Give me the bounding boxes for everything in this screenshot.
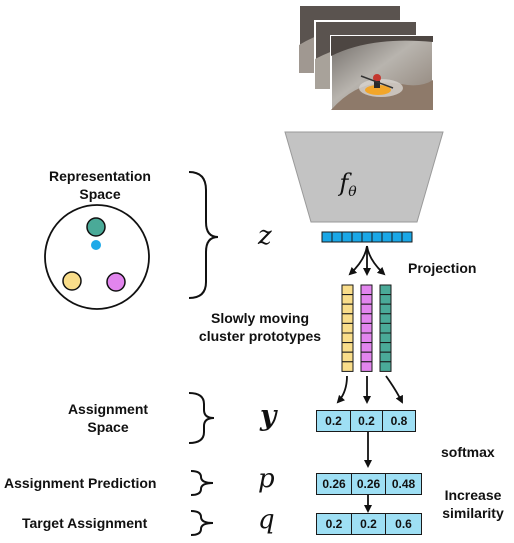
prototype-teal-cell — [379, 351, 392, 363]
target-assignment-label: Target Assignment — [22, 515, 148, 531]
y-symbol: y — [260, 399, 277, 432]
embedding-cell — [401, 231, 413, 243]
softmax-label: softmax — [441, 444, 495, 460]
prototypes-label: Slowly moving cluster prototypes — [187, 309, 333, 345]
p-cell: 0.26 — [317, 474, 352, 494]
rep-teal-dot — [86, 217, 106, 237]
assignment-space-line2: Space — [87, 419, 129, 435]
prototype-purple-cell — [360, 351, 373, 363]
prototype-yellow-cell — [341, 361, 354, 372]
embedding-cell — [371, 231, 383, 243]
representation-space-line2: Space — [79, 186, 121, 202]
braces — [188, 171, 219, 536]
p-cell: 0.48 — [391, 477, 416, 491]
increase-similarity-label: Increase similarity — [433, 486, 513, 522]
representation-space-label: Representation Space — [30, 167, 170, 203]
video-frames-icon — [298, 4, 434, 111]
embedding-cell — [361, 231, 373, 243]
projection-arrows — [348, 245, 386, 276]
y-cell: 0.2 — [317, 411, 351, 431]
assignment-prediction-label: Assignment Prediction — [4, 475, 157, 491]
z-symbol: z — [258, 221, 272, 251]
prototype-purple-cell — [360, 313, 373, 324]
prototype-yellow-cell — [341, 303, 354, 315]
assignment-space-line1: Assignment — [67, 401, 149, 417]
prototype-purple-cell — [360, 332, 373, 344]
prototype-purple-cell — [360, 361, 373, 372]
rep-blue-dot — [91, 240, 101, 250]
prototype-purple-cell — [360, 303, 373, 315]
prototype-teal-cell — [379, 294, 392, 305]
encoder-trapezoid — [284, 131, 444, 223]
encoder-subscript: θ — [348, 184, 357, 200]
prototype-teal-cell — [379, 313, 392, 324]
p-vector: 0.26 0.26 0.48 — [316, 473, 422, 495]
prototype-to-assignment-arrows — [336, 375, 403, 404]
representation-space-icon — [44, 204, 150, 310]
prototype-yellow-cell — [341, 332, 354, 344]
prototype-yellow-cell — [341, 342, 354, 353]
q-cell: 0.6 — [395, 517, 412, 531]
prototype-yellow-cell — [341, 313, 354, 324]
rep-yellow-dot — [62, 271, 82, 291]
cluster-prototypes — [341, 284, 392, 372]
embedding-cell — [391, 231, 403, 243]
y-vector: 0.2 0.2 0.8 — [316, 410, 416, 432]
rep-purple-dot — [106, 272, 126, 292]
prototype-purple-cell — [360, 294, 373, 305]
y-cell: 0.2 — [351, 411, 383, 431]
prototype-yellow-cell — [341, 351, 354, 363]
increase-similarity-line2: similarity — [442, 505, 504, 521]
projection-label: Projection — [408, 260, 477, 276]
q-cell: 0.2 — [317, 514, 352, 534]
embedding-cell — [341, 231, 353, 243]
embedding-cell — [351, 231, 363, 243]
embedding-cell — [321, 231, 333, 243]
z-brace — [188, 171, 219, 299]
p-cell: 0.26 — [352, 474, 386, 494]
prototype-yellow-cell — [341, 322, 354, 334]
prototype-teal-cell — [379, 322, 392, 334]
prototypes-line2: cluster prototypes — [198, 328, 322, 344]
prototype-yellow-cell — [341, 294, 354, 305]
y-brace — [188, 392, 215, 444]
prototype-teal-cell — [379, 284, 392, 296]
prototype-teal-cell — [379, 342, 392, 353]
embedding-cell — [381, 231, 393, 243]
assignment-space-label: Assignment Space — [48, 400, 168, 436]
q-cell: 0.2 — [352, 514, 386, 534]
prototype-purple-cell — [360, 284, 373, 296]
embedding-vector — [321, 231, 413, 243]
q-vector: 0.2 0.2 0.6 — [316, 513, 422, 535]
p-brace — [190, 470, 214, 496]
prototype-purple-cell — [360, 322, 373, 334]
prototypes-line1: Slowly moving — [210, 310, 309, 326]
increase-similarity-line1: Increase — [444, 487, 502, 503]
q-brace — [190, 510, 214, 536]
embedding-cell — [331, 231, 343, 243]
prototype-teal-cell — [379, 303, 392, 315]
prototype-teal-cell — [379, 361, 392, 372]
y-cell: 0.8 — [390, 414, 408, 428]
prototype-yellow-cell — [341, 284, 354, 296]
representation-space-line1: Representation — [49, 168, 151, 184]
prototype-teal-cell — [379, 332, 392, 344]
prototype-purple-cell — [360, 342, 373, 353]
p-symbol: p — [258, 464, 275, 494]
q-symbol: q — [258, 505, 275, 535]
